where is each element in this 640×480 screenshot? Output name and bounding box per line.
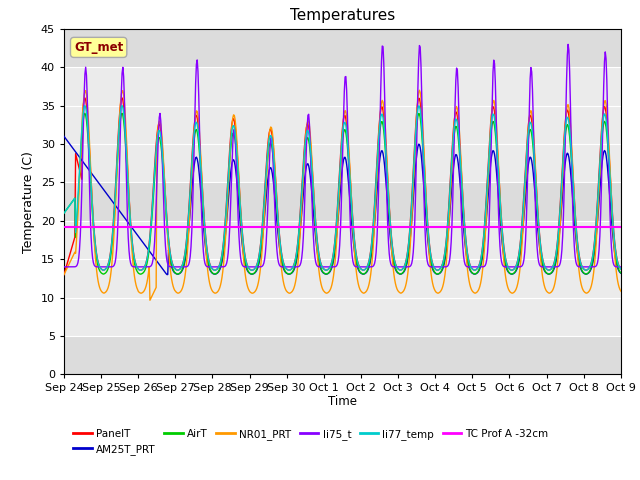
Bar xyxy=(64,106,621,144)
Bar xyxy=(64,221,621,259)
Text: GT_met: GT_met xyxy=(74,41,124,54)
Bar xyxy=(64,67,621,106)
Bar xyxy=(64,182,621,221)
Bar xyxy=(64,29,621,67)
Title: Temperatures: Temperatures xyxy=(290,9,395,24)
Bar xyxy=(64,336,621,374)
X-axis label: Time: Time xyxy=(328,395,357,408)
Legend: PanelT, AM25T_PRT, AirT, NR01_PRT, li75_t, li77_temp, TC Prof A -32cm: PanelT, AM25T_PRT, AirT, NR01_PRT, li75_… xyxy=(69,424,553,459)
Y-axis label: Temperature (C): Temperature (C) xyxy=(22,151,35,252)
Bar xyxy=(64,144,621,182)
Bar xyxy=(64,259,621,298)
Bar xyxy=(64,298,621,336)
